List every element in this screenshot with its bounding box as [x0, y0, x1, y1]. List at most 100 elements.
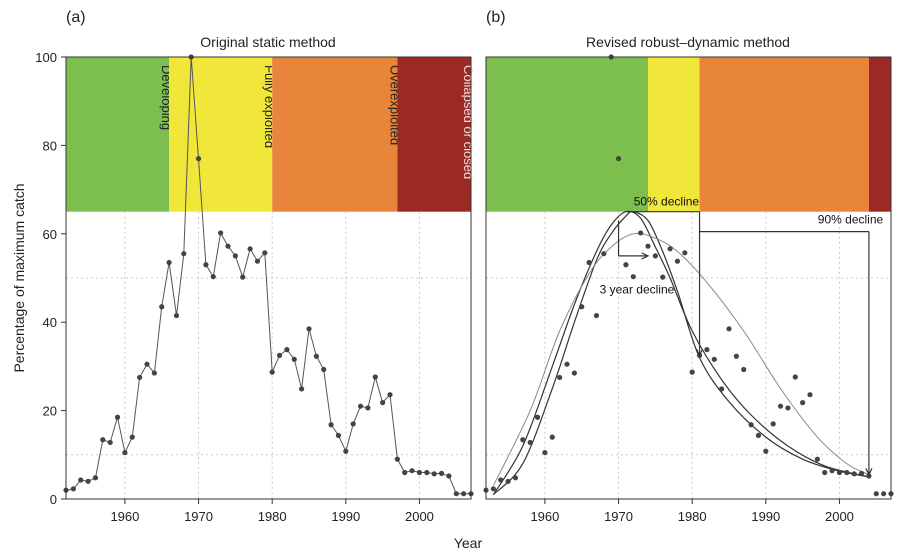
data-point [173, 312, 180, 319]
data-point [638, 230, 644, 236]
data-point [151, 370, 157, 376]
panel-b-x-axis: 1960 1970 1980 1990 2000 [530, 499, 854, 524]
arrow-3-year-decline-head [641, 252, 650, 260]
data-point [829, 468, 835, 474]
y-tick-label: 100 [35, 50, 57, 65]
data-point [652, 253, 658, 259]
zone-1 [66, 57, 170, 212]
panel-b-series [483, 54, 894, 497]
data-point [807, 392, 813, 398]
data-point [630, 274, 636, 280]
data-point [593, 312, 600, 319]
smooth-curve [492, 210, 870, 495]
data-point [365, 405, 371, 411]
data-point [748, 422, 754, 428]
data-point [777, 403, 784, 409]
zone-4 [397, 57, 471, 212]
zone-3 [699, 57, 869, 212]
data-point [601, 251, 607, 257]
data-point [785, 405, 791, 411]
data-point [247, 246, 253, 252]
panel-b-frame [485, 56, 892, 500]
data-point [557, 374, 563, 381]
data-point [586, 259, 592, 266]
annotation-90-decline: 90% decline [818, 213, 884, 227]
data-point [733, 353, 739, 359]
data-point [409, 468, 415, 474]
x-tick-label: 1990 [331, 509, 360, 524]
data-point [549, 434, 555, 440]
data-point [144, 361, 150, 367]
arrow-90-decline-head [865, 468, 873, 477]
zone-2 [648, 57, 700, 212]
data-point [719, 386, 725, 392]
data-point [299, 386, 305, 392]
zone-4 [868, 57, 891, 212]
data-point [689, 369, 695, 375]
data-point [343, 448, 349, 454]
data-point [660, 274, 666, 280]
zone-label: Collapsed or closed [461, 65, 476, 179]
data-point [100, 437, 106, 443]
data-point [571, 370, 577, 376]
y-tick-label: 60 [43, 227, 57, 242]
data-point [107, 439, 113, 446]
data-point [394, 456, 400, 462]
y-tick-label: 40 [43, 315, 57, 330]
data-point [276, 352, 283, 358]
data-point [682, 250, 688, 256]
data-point [122, 449, 128, 456]
x-tick-label: 1970 [604, 509, 633, 524]
smooth-curve [492, 232, 870, 486]
panel-a-letter: (a) [66, 9, 86, 26]
data-point [372, 374, 378, 380]
y-tick-label: 0 [50, 492, 57, 507]
data-point [667, 246, 673, 252]
data-point [195, 156, 202, 162]
data-point [166, 259, 172, 266]
panel-a-title: Original static method [200, 34, 335, 50]
panel-a-x-axis: 1960 1970 1980 1990 2000 [110, 499, 434, 524]
data-point [269, 369, 275, 375]
data-point [328, 422, 334, 428]
x-axis-label: Year [454, 535, 483, 551]
data-point [438, 470, 445, 476]
data-point [527, 439, 533, 446]
panel-a-series [63, 54, 474, 497]
data-point [335, 432, 342, 438]
data-point [579, 304, 585, 310]
data-point [70, 486, 76, 492]
data-point [881, 491, 887, 497]
panel-b-smooth-curves [492, 210, 870, 496]
data-point [490, 486, 496, 492]
data-point [129, 434, 135, 440]
data-point [800, 400, 806, 406]
data-point [262, 250, 268, 256]
zone-2 [169, 57, 273, 212]
data-point [534, 414, 541, 420]
arrow-50-decline-head [695, 348, 704, 357]
data-point [240, 274, 246, 280]
data-point [520, 437, 526, 443]
data-point [350, 421, 356, 427]
data-point [114, 414, 121, 420]
panel-a: Developing Fully exploited Overexploited Co… [35, 9, 476, 524]
panel-a-frame [65, 56, 472, 500]
smooth-curve [492, 210, 870, 496]
data-point [755, 432, 762, 438]
data-point [564, 361, 570, 367]
data-point [851, 471, 857, 477]
data-point [402, 469, 408, 476]
x-tick-label: 1980 [678, 509, 707, 524]
data-point [92, 475, 99, 481]
data-point [225, 243, 231, 249]
data-point [505, 478, 511, 484]
data-point [159, 304, 165, 310]
data-point [822, 469, 828, 476]
x-tick-label: 1980 [258, 509, 287, 524]
data-point [357, 403, 364, 409]
data-point [453, 491, 459, 497]
data-point [542, 449, 548, 456]
x-tick-label: 1970 [184, 509, 213, 524]
